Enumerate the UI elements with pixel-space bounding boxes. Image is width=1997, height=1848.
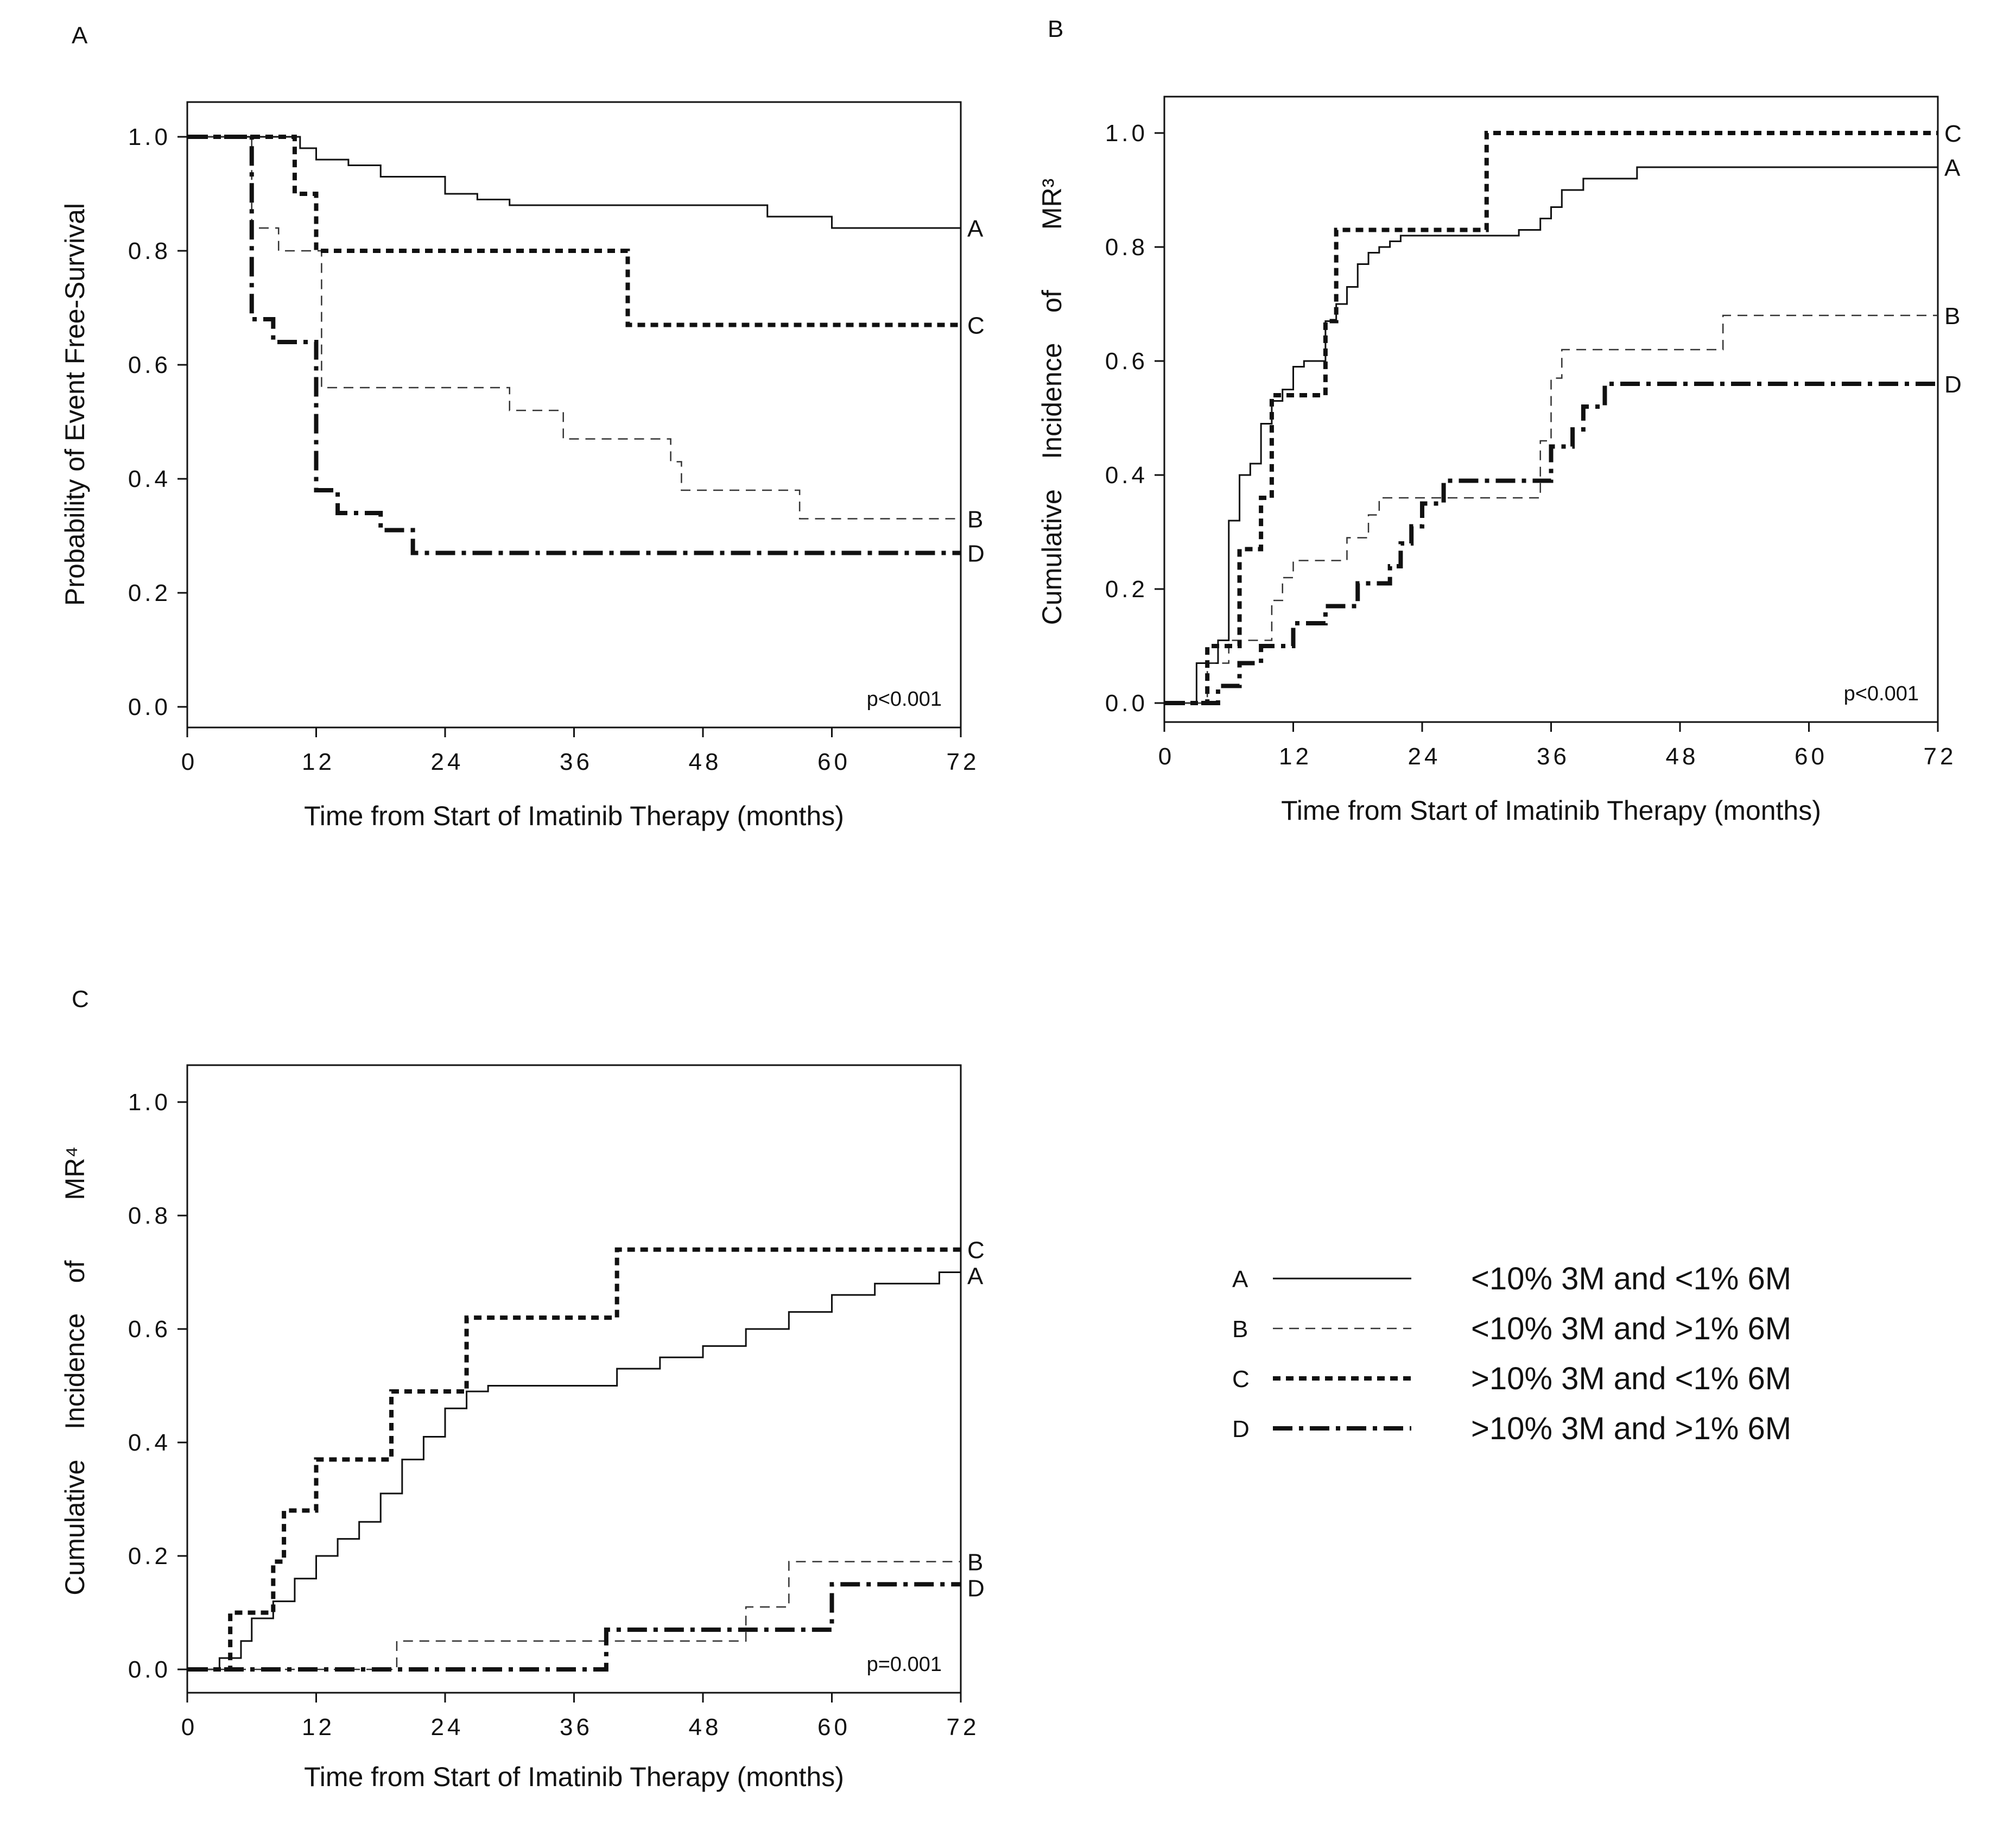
- series-end-label: A: [1944, 155, 1961, 181]
- series-line-C: [1164, 131, 1938, 705]
- legend-key: D: [1232, 1416, 1250, 1442]
- plot-frame: [1163, 96, 1939, 723]
- series-end-label: D: [967, 1575, 985, 1602]
- x-tick-label: 0: [181, 1714, 198, 1741]
- y-tick-label: 0.6: [1105, 348, 1148, 375]
- x-tick-label: 60: [817, 749, 851, 775]
- legend-label: <10% 3M and >1% 6M: [1471, 1311, 1791, 1346]
- series-line-B: [187, 1561, 961, 1670]
- legend-key: B: [1232, 1316, 1248, 1343]
- series-line-D: [187, 135, 961, 555]
- y-tick-label: 1.0: [128, 124, 171, 150]
- series-end-label: B: [967, 507, 983, 533]
- series-line-A: [187, 1267, 962, 1670]
- series-end-label: C: [1944, 121, 1962, 147]
- x-tick-label: 60: [817, 1714, 851, 1741]
- y-tick-label: 1.0: [1105, 120, 1148, 147]
- series-end-label: D: [1944, 371, 1962, 398]
- series-end-label: A: [967, 216, 984, 242]
- y-axis-title: Probability of Event Free-Survival: [60, 203, 90, 606]
- x-tick-label: 72: [1924, 743, 1957, 770]
- series-end-label: C: [967, 1237, 985, 1264]
- y-tick-label: 0.4: [128, 1429, 171, 1456]
- chart-panel-A: A 0.0 0.2 0.4 0.6 0.8 1.0 0 12 24 36 48 60 72 Time fro…: [60, 22, 985, 831]
- y-tick-label: 0.0: [128, 1656, 171, 1683]
- y-tick-label: 0.6: [128, 1316, 171, 1343]
- y-axis-title: Cumulative Incidence of MR³: [1037, 179, 1067, 625]
- plot-frame: [186, 1064, 962, 1694]
- y-tick-label: 0.6: [128, 352, 171, 378]
- x-tick-label: 72: [947, 749, 980, 775]
- y-tick-label: 0.2: [128, 1543, 171, 1569]
- legend-key: A: [1232, 1266, 1248, 1293]
- p-value-annotation: p=0.001: [867, 1653, 942, 1676]
- y-tick-label: 0.4: [1105, 462, 1148, 489]
- x-axis-title: Time from Start of Imatinib Therapy (mon…: [304, 1762, 844, 1792]
- p-value-annotation: p<0.001: [867, 688, 942, 711]
- series-line-D: [1164, 382, 1938, 705]
- legend: A <10% 3M and <1% 6M B <10% 3M and >1% 6M C >…: [1232, 1261, 1791, 1446]
- legend-key: C: [1232, 1366, 1250, 1393]
- x-tick-label: 24: [1408, 743, 1441, 770]
- x-tick-label: 48: [689, 749, 722, 775]
- x-tick-label: 36: [560, 1714, 593, 1741]
- legend-label: <10% 3M and <1% 6M: [1471, 1261, 1791, 1296]
- series-line-A: [187, 136, 961, 229]
- panel-label: A: [72, 22, 88, 49]
- panel-label: C: [72, 986, 89, 1012]
- x-axis-title: Time from Start of Imatinib Therapy (mon…: [1281, 795, 1821, 826]
- series-end-label: B: [1944, 303, 1960, 330]
- series-end-label: A: [967, 1263, 984, 1290]
- chart-panel-B: B 0.0 0.2 0.4 0.6 0.8 1.0 0 12 24 36 48 60 72 Time fro…: [1037, 16, 1962, 826]
- x-tick-label: 36: [1537, 743, 1570, 770]
- x-tick-label: 12: [1279, 743, 1312, 770]
- x-tick-label: 0: [181, 749, 198, 775]
- y-tick-label: 0.0: [128, 694, 171, 720]
- y-tick-label: 0.4: [128, 466, 171, 492]
- legend-label: >10% 3M and <1% 6M: [1471, 1361, 1791, 1396]
- x-tick-label: 36: [560, 749, 593, 775]
- p-value-annotation: p<0.001: [1844, 682, 1919, 705]
- y-tick-label: 0.8: [128, 1203, 171, 1229]
- y-axis-title: Cumulative Incidence of MR⁴: [60, 1146, 90, 1595]
- y-tick-label: 0.2: [1105, 576, 1148, 603]
- chart-panel-C: C 0.0 0.2 0.4 0.6 0.8 1.0 0 12 24 36 48 60 72 Time fro…: [60, 986, 985, 1792]
- x-tick-label: 24: [431, 1714, 464, 1741]
- y-tick-label: 0.2: [128, 580, 171, 606]
- x-tick-label: 72: [947, 1714, 980, 1741]
- series-end-label: D: [967, 541, 985, 567]
- series-line-D: [187, 1582, 961, 1672]
- x-tick-label: 12: [302, 1714, 335, 1741]
- series-line-C: [187, 135, 961, 327]
- x-tick-label: 48: [1666, 743, 1699, 770]
- series-line-C: [187, 1247, 961, 1672]
- x-tick-label: 60: [1795, 743, 1828, 770]
- x-tick-label: 24: [431, 749, 464, 775]
- panel-label: B: [1048, 16, 1063, 42]
- x-tick-label: 12: [302, 749, 335, 775]
- y-tick-label: 1.0: [128, 1089, 171, 1116]
- y-tick-label: 0.8: [1105, 234, 1148, 261]
- x-axis-title: Time from Start of Imatinib Therapy (mon…: [304, 801, 844, 831]
- x-tick-label: 0: [1158, 743, 1175, 770]
- legend-label: >10% 3M and >1% 6M: [1471, 1411, 1791, 1446]
- y-tick-label: 0.0: [1105, 690, 1148, 717]
- series-end-label: C: [967, 313, 985, 339]
- x-tick-label: 48: [689, 1714, 722, 1741]
- series-line-B: [1164, 314, 1938, 704]
- series-end-label: B: [967, 1549, 983, 1575]
- series-line-A: [1164, 166, 1938, 704]
- series-line-B: [187, 136, 961, 520]
- y-tick-label: 0.8: [128, 238, 171, 264]
